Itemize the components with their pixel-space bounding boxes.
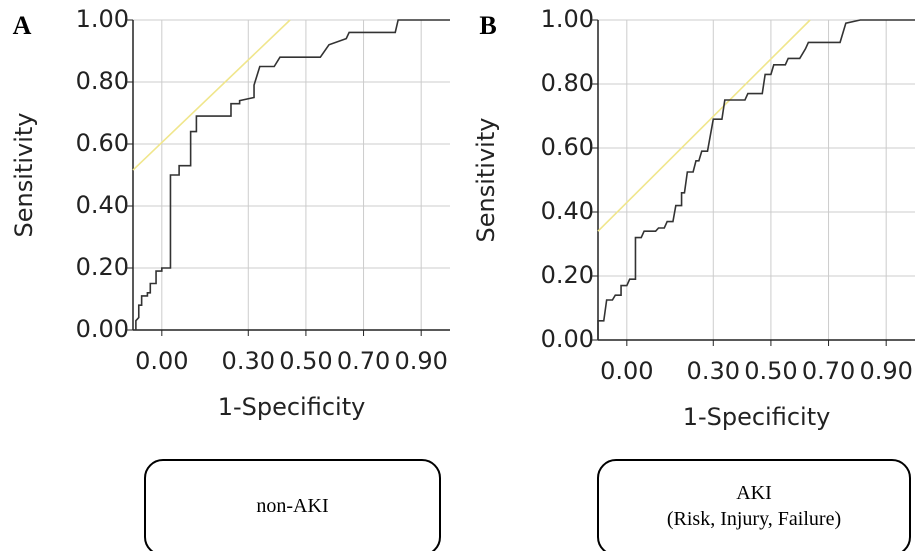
curve — [597, 19, 811, 232]
x-axis-title: 1-Specificity — [683, 403, 831, 431]
y-tick-label: 0.60 — [541, 133, 594, 161]
x-tick-label: 0.50 — [279, 347, 332, 375]
x-tick-label: 0.00 — [135, 347, 188, 375]
y-axis-title: Sensitivity — [10, 113, 38, 238]
x-tick-label: 0.30 — [222, 347, 275, 375]
chart-panel: A 0.00 0.20 0.40 0.60 0.80 1.00 0.00 0.30 0.50 0.7… — [10, 5, 450, 551]
x-tick-label: 0.30 — [687, 357, 740, 385]
y-tick-label: 0.80 — [76, 67, 129, 95]
x-axis-title: 1-Specificity — [218, 393, 366, 421]
panel-label: A — [13, 11, 32, 40]
curve — [597, 19, 915, 340]
curve — [135, 19, 450, 330]
y-axis-title: Sensitivity — [472, 118, 500, 243]
y-tick-label: 0.00 — [541, 325, 594, 353]
caption-text: (Risk, Injury, Failure) — [667, 508, 841, 530]
x-tick-label: 0.50 — [744, 357, 797, 385]
y-tick-label: 1.00 — [541, 5, 594, 33]
y-tick-label: 0.40 — [541, 197, 594, 225]
y-tick-label: 0.20 — [541, 261, 594, 289]
y-tick-label: 0.20 — [76, 253, 129, 281]
caption-box — [597, 459, 911, 551]
x-tick-label: 0.90 — [859, 357, 912, 385]
caption-text: non-AKI — [256, 495, 328, 517]
curve — [132, 19, 291, 171]
x-tick-label: 0.70 — [802, 357, 855, 385]
caption-box — [144, 459, 441, 551]
y-tick-label: 1.00 — [76, 5, 129, 33]
y-tick-label: 0.80 — [541, 69, 594, 97]
y-tick-label: 0.60 — [76, 129, 129, 157]
y-tick-label: 0.40 — [76, 191, 129, 219]
x-tick-label: 0.90 — [394, 347, 447, 375]
caption-text: AKI — [736, 482, 772, 504]
x-tick-label: 0.70 — [337, 347, 390, 375]
y-tick-label: 0.00 — [76, 315, 129, 343]
panel-label: B — [479, 11, 496, 40]
chart-panel: B 0.00 0.20 0.40 0.60 0.80 1.00 0.00 0.30 0.50 0.7… — [472, 5, 915, 551]
x-tick-label: 0.00 — [600, 357, 653, 385]
